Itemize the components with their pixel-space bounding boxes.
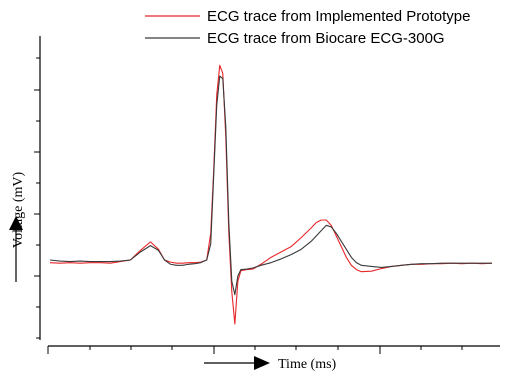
legend-label-prototype: ECG trace from Implemented Prototype	[207, 8, 470, 25]
x-axis-arrow-head	[254, 356, 270, 370]
y-axis-label: Voltage (mV)	[11, 171, 26, 248]
y-axis-label-group: Voltage (mV)	[9, 171, 26, 282]
series-line-prototype	[49, 64, 493, 325]
legend: ECG trace from Implemented Prototype ECG…	[145, 8, 470, 47]
legend-label-biocare: ECG trace from Biocare ECG-300G	[207, 30, 445, 47]
series-line-biocare	[49, 75, 492, 296]
y-axis-arrow-head	[9, 216, 23, 230]
x-axis-label: Time (ms)	[278, 357, 337, 372]
x-axis-label-group: Time (ms)	[204, 356, 337, 372]
series-layer	[49, 64, 493, 325]
axes	[34, 36, 500, 354]
